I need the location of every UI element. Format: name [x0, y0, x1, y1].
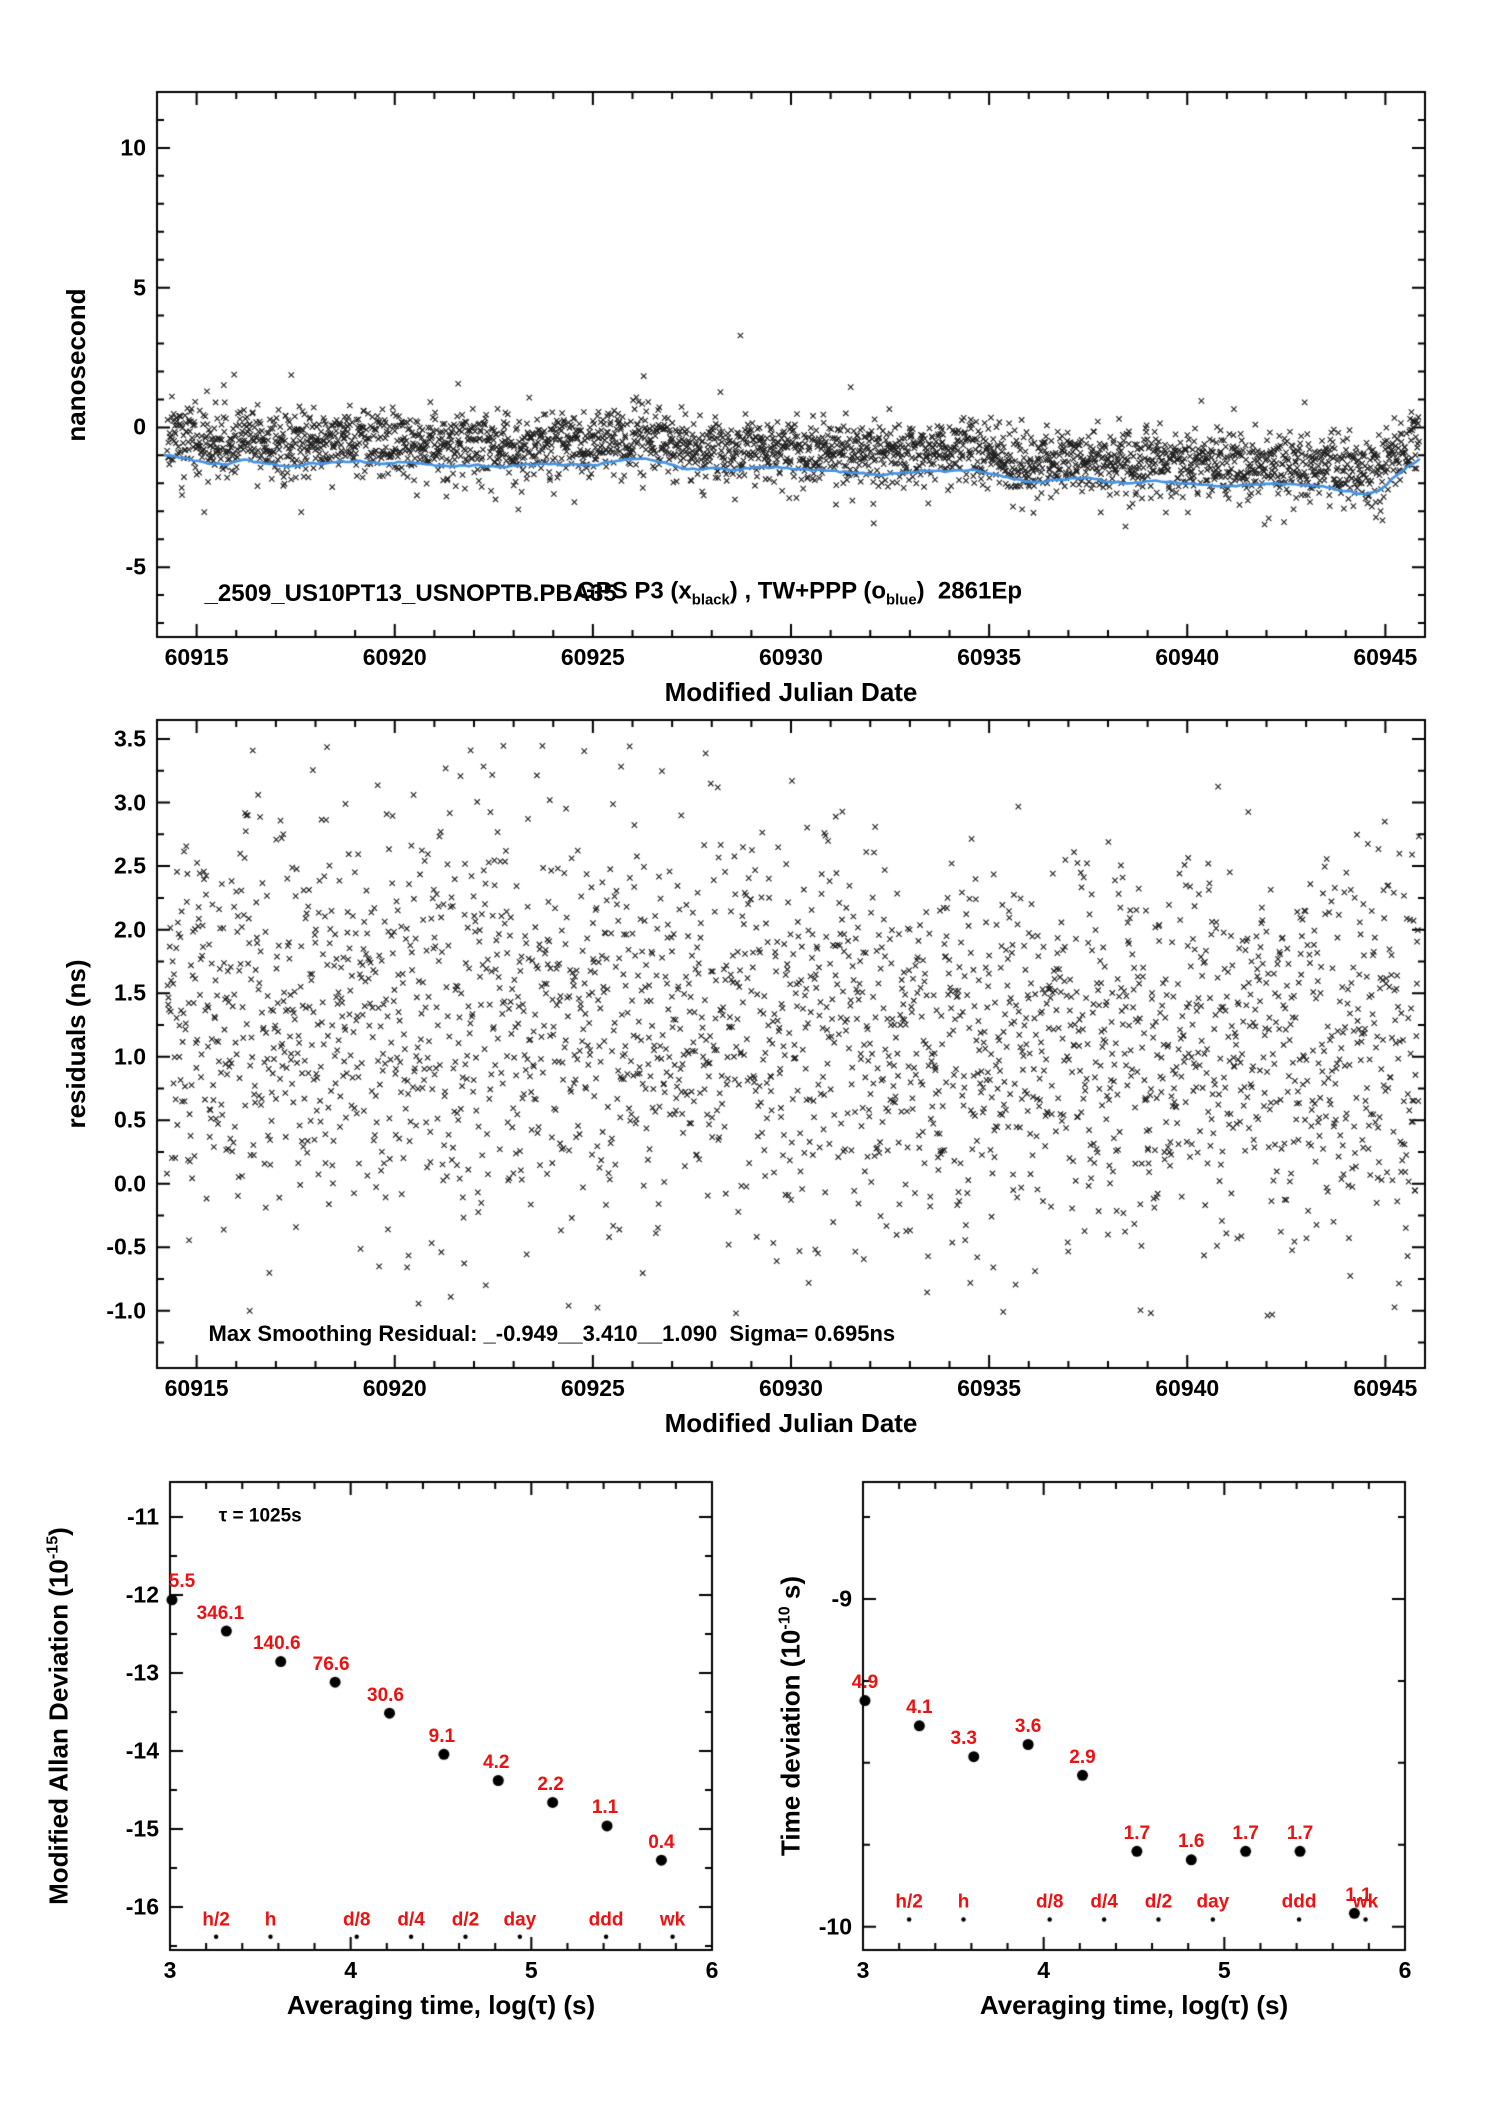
- figure-canvas: [0, 0, 1488, 2105]
- timing-comparison-figure: 60915 60920 60925 60930 60935 60940 60945 -5 0 5 1…: [0, 0, 1488, 2105]
